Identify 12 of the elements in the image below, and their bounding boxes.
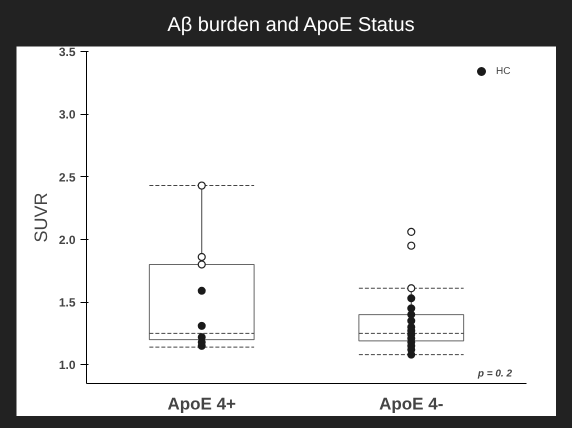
annotation: p = 0. 2 (476, 368, 512, 380)
y-tick-label: 3.0 (58, 108, 76, 122)
y-tick-label: 2.5 (58, 170, 76, 184)
y-tick-label: 3.5 (58, 45, 76, 59)
x-tick-label: ApoE 4+ (167, 394, 236, 414)
chart-title: Aβ burden and ApoE Status (167, 13, 415, 38)
legend-label: HC (496, 66, 512, 76)
y-tick-label: 2.0 (58, 232, 76, 247)
y-axis-title: SUVR (30, 192, 51, 243)
x-tick-label: ApoE 4- (379, 394, 444, 414)
y-tick-label: 1.0 (58, 358, 76, 372)
y-tick-label: 1.5 (58, 296, 76, 310)
